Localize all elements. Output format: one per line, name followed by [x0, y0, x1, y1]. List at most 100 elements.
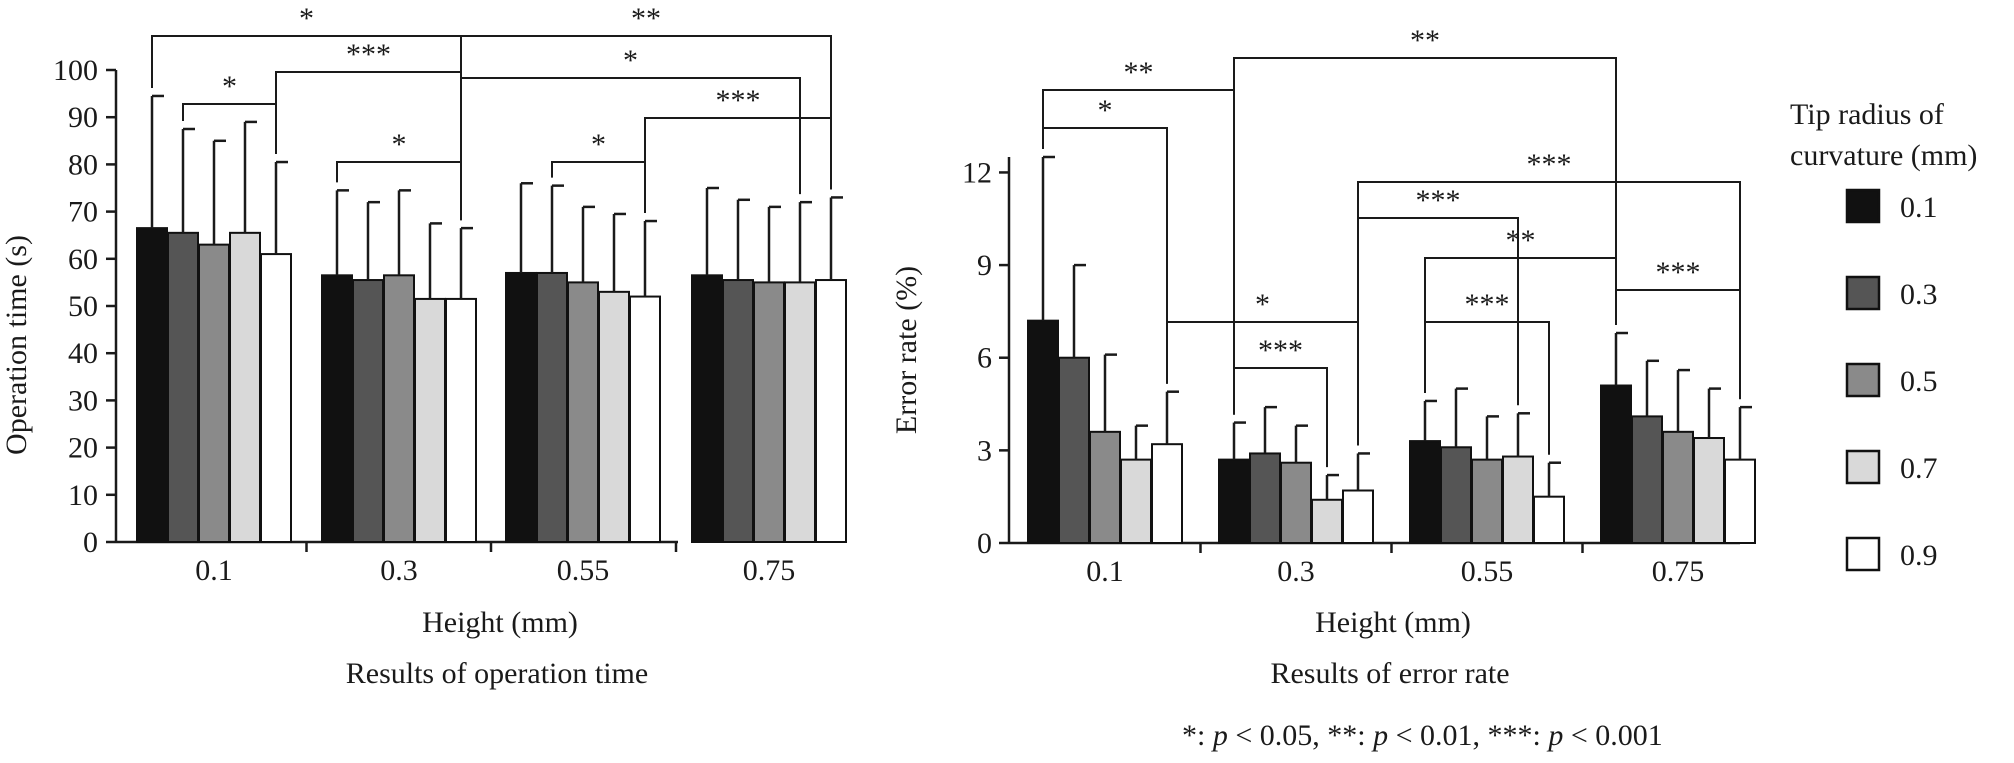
legend-title-line-2: curvature (mm)	[1790, 139, 1977, 172]
significance-label: ***	[1527, 148, 1572, 181]
x-tick-label: 0.1	[195, 554, 233, 587]
legend-title-line-1: Tip radius of	[1790, 98, 1944, 131]
legend-label: 0.9	[1900, 539, 1938, 572]
bar	[1631, 415, 1663, 544]
footnote-part: < 0.05, **:	[1228, 719, 1373, 752]
bar	[722, 279, 754, 543]
bar	[1533, 495, 1565, 544]
y-tick-label: 0	[83, 526, 98, 559]
y-tick-label: 70	[68, 196, 98, 229]
y-tick-label: 12	[962, 156, 992, 189]
error-rate-caption: Results of error rate	[1270, 657, 1509, 690]
bar	[260, 253, 292, 544]
significance-label: **	[1124, 56, 1154, 89]
bar	[1218, 458, 1250, 544]
bar	[1027, 319, 1059, 544]
operation-time-chart: Results of operation time Height (mm) Op…	[0, 2, 847, 690]
bar	[1471, 458, 1503, 544]
footnote-part: p	[1211, 719, 1228, 752]
significance-label: *	[299, 2, 314, 35]
error-rate-ylabel: Error rate (%)	[890, 266, 923, 434]
bar	[1662, 430, 1694, 544]
significance-bracket	[1424, 321, 1550, 455]
bar	[136, 227, 168, 543]
x-tick-label: 0.3	[1277, 555, 1315, 588]
bar	[1693, 437, 1725, 544]
significance-label: **	[631, 2, 661, 35]
significance-bracket	[182, 103, 277, 155]
significance-label: *	[392, 128, 407, 161]
significance-bracket	[1424, 257, 1617, 393]
significance-bracket	[644, 117, 832, 214]
y-tick-label: 3	[977, 434, 992, 467]
significance-bracket	[1042, 127, 1168, 384]
y-tick-label: 90	[68, 101, 98, 134]
bar	[321, 274, 353, 543]
significance-label: **	[1410, 24, 1440, 57]
legend-label: 0.7	[1900, 452, 1938, 485]
bar	[1409, 440, 1441, 545]
bar	[167, 231, 199, 543]
bar	[598, 290, 630, 543]
footnote-part: < 0.01, ***:	[1388, 719, 1548, 752]
significance-label: *	[591, 128, 606, 161]
operation-time-ylabel: Operation time (s)	[0, 235, 33, 455]
bar	[1440, 446, 1472, 544]
legend-label: 0.5	[1900, 365, 1938, 398]
legend-swatch	[1845, 536, 1881, 572]
bar	[536, 271, 568, 543]
operation-time-caption: Results of operation time	[346, 657, 648, 690]
bar	[352, 279, 384, 543]
operation-time-xlabel: Height (mm)	[422, 606, 578, 639]
significance-bracket	[1357, 217, 1519, 446]
error-rate-chart: Results of error rate Height (mm) Error …	[890, 24, 1756, 690]
x-tick-label: 0.75	[1652, 555, 1705, 588]
significance-bracket	[1615, 289, 1741, 400]
x-tick-label: 0.55	[557, 554, 610, 587]
significance-label: *	[623, 44, 638, 77]
y-tick-label: 6	[977, 342, 992, 375]
legend-swatch	[1845, 449, 1881, 485]
x-tick-label: 0.55	[1461, 555, 1514, 588]
legend-swatch	[1845, 188, 1881, 224]
bar	[1342, 489, 1374, 544]
bar	[815, 279, 847, 543]
y-tick-label: 30	[68, 384, 98, 417]
significance-bracket	[551, 161, 646, 214]
y-tick-label: 60	[68, 243, 98, 276]
significance-label: ***	[716, 84, 761, 117]
error-rate-xlabel: Height (mm)	[1315, 606, 1471, 639]
legend-swatch	[1845, 362, 1881, 398]
bar	[383, 274, 415, 543]
significance-label: ***	[1258, 334, 1303, 367]
y-tick-label: 40	[68, 337, 98, 370]
bar	[629, 295, 661, 543]
bar	[1600, 384, 1632, 544]
significance-label: *	[1255, 288, 1270, 321]
bar	[198, 243, 230, 543]
significance-bracket	[275, 71, 462, 221]
y-tick-label: 10	[68, 479, 98, 512]
significance-bracket	[151, 35, 462, 221]
legend-label: 0.3	[1900, 278, 1938, 311]
bar	[1151, 443, 1183, 544]
significance-bracket	[460, 77, 801, 221]
bar	[1120, 458, 1152, 544]
significance-label: ***	[1465, 288, 1510, 321]
significance-label: **	[1506, 224, 1536, 257]
bar	[1280, 461, 1312, 545]
significance-label: *	[222, 70, 237, 103]
y-tick-label: 0	[977, 527, 992, 560]
legend-swatch	[1845, 275, 1881, 311]
significance-label: ***	[1416, 184, 1461, 217]
footnote-part: p	[1371, 719, 1388, 752]
legend: Tip radius of curvature (mm) 0.1 0.3 0.5 0.…	[1790, 98, 1977, 572]
y-tick-label: 20	[68, 432, 98, 465]
significance-label: ***	[1656, 256, 1701, 289]
y-tick-label: 9	[977, 249, 992, 282]
bar	[1089, 430, 1121, 544]
significance-bracket	[1233, 57, 1617, 415]
bar	[1311, 498, 1343, 545]
bar	[414, 297, 446, 544]
